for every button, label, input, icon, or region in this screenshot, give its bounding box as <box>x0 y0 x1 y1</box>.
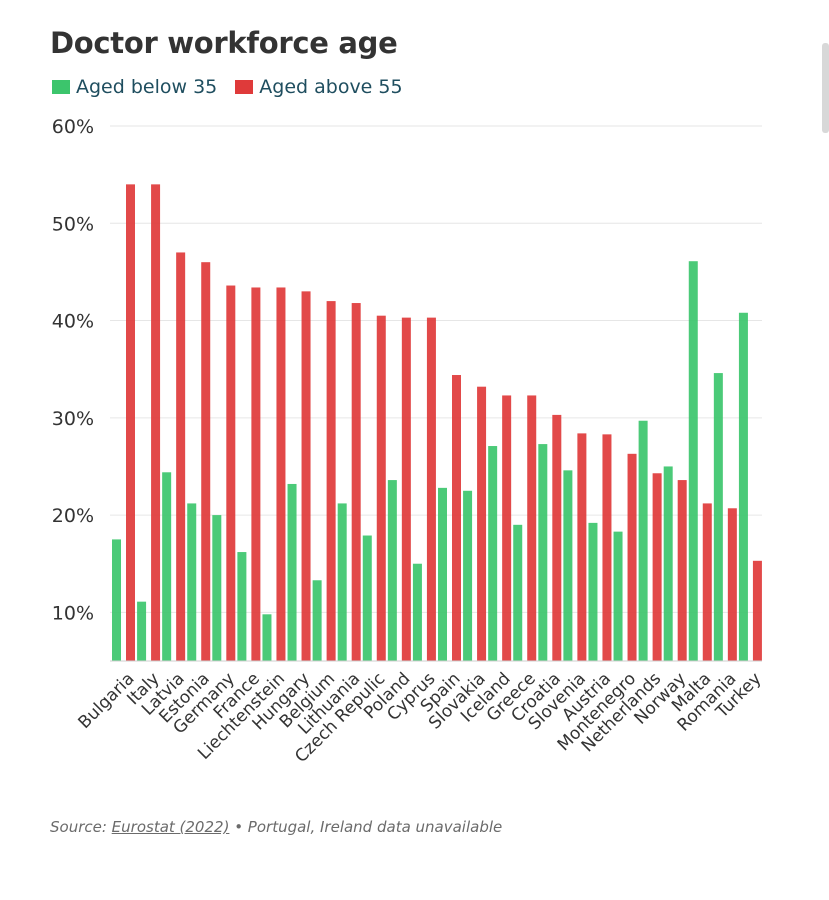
bar-above-55[interactable] <box>552 414 562 661</box>
bar-above-55[interactable] <box>251 287 261 661</box>
bar-above-55[interactable] <box>326 301 336 661</box>
bar-below-35[interactable] <box>362 535 372 661</box>
bar-above-55[interactable] <box>627 453 637 661</box>
chart-legend: Aged below 35 Aged above 55 <box>52 76 403 98</box>
bar-below-35[interactable] <box>688 261 698 661</box>
source-note: Source: Eurostat (2022) • Portugal, Irel… <box>50 818 502 836</box>
source-prefix: Source: <box>50 818 112 836</box>
bar-above-55[interactable] <box>376 315 386 661</box>
bar-below-35[interactable] <box>137 601 147 661</box>
legend-item-below[interactable]: Aged below 35 <box>52 76 217 98</box>
bar-chart: 10%20%30%40%50%60%BulgariaItalyLatviaEst… <box>52 116 766 767</box>
bar-below-35[interactable] <box>412 563 422 661</box>
bar-below-35[interactable] <box>563 470 573 661</box>
legend-swatch-below <box>52 80 70 94</box>
bar-above-55[interactable] <box>401 317 411 661</box>
bar-below-35[interactable] <box>212 515 222 661</box>
y-tick-label: 50% <box>52 213 94 235</box>
bar-above-55[interactable] <box>577 433 587 661</box>
bar-below-35[interactable] <box>387 480 397 661</box>
bar-below-35[interactable] <box>463 490 473 661</box>
legend-label-above: Aged above 55 <box>259 76 403 98</box>
bar-below-35[interactable] <box>513 524 523 661</box>
legend-swatch-above <box>235 80 254 94</box>
bar-above-55[interactable] <box>151 184 161 661</box>
bar-below-35[interactable] <box>237 552 247 661</box>
bar-above-55[interactable] <box>226 285 236 661</box>
bar-above-55[interactable] <box>276 287 286 661</box>
bar-below-35[interactable] <box>538 444 548 661</box>
legend-item-above[interactable]: Aged above 55 <box>235 76 403 98</box>
y-tick-label: 10% <box>52 602 94 624</box>
bar-above-55[interactable] <box>351 303 361 661</box>
bar-above-55[interactable] <box>426 317 436 661</box>
bar-above-55[interactable] <box>727 508 737 661</box>
chart-title: Doctor workforce age <box>50 26 398 60</box>
bar-below-35[interactable] <box>588 522 598 661</box>
bar-below-35[interactable] <box>738 312 748 661</box>
y-tick-label: 30% <box>52 408 94 430</box>
bar-above-55[interactable] <box>752 560 762 661</box>
bar-above-55[interactable] <box>452 375 461 661</box>
bar-below-35[interactable] <box>713 373 723 661</box>
bar-below-35[interactable] <box>488 446 498 661</box>
bar-below-35[interactable] <box>162 472 172 661</box>
bar-above-55[interactable] <box>652 473 662 661</box>
bar-above-55[interactable] <box>677 480 687 661</box>
bar-below-35[interactable] <box>638 420 648 661</box>
source-suffix: • Portugal, Ireland data unavailable <box>229 818 503 836</box>
bar-below-35[interactable] <box>337 503 347 661</box>
bar-above-55[interactable] <box>126 184 135 661</box>
bar-above-55[interactable] <box>201 262 211 661</box>
bar-below-35[interactable] <box>613 531 623 661</box>
y-tick-label: 60% <box>52 116 94 138</box>
source-link[interactable]: Eurostat (2022) <box>111 818 230 836</box>
bar-below-35[interactable] <box>187 503 197 661</box>
bar-below-35[interactable] <box>287 483 297 661</box>
bar-above-55[interactable] <box>702 503 712 661</box>
y-tick-label: 20% <box>52 505 94 527</box>
legend-label-below: Aged below 35 <box>76 76 218 98</box>
bar-above-55[interactable] <box>602 434 612 661</box>
bar-above-55[interactable] <box>527 395 537 661</box>
bar-above-55[interactable] <box>477 386 487 661</box>
bar-below-35[interactable] <box>312 580 322 661</box>
bar-above-55[interactable] <box>502 395 512 661</box>
bar-below-35[interactable] <box>112 539 121 661</box>
bar-above-55[interactable] <box>176 252 186 662</box>
bar-below-35[interactable] <box>262 614 272 661</box>
bar-below-35[interactable] <box>663 466 673 661</box>
bar-above-55[interactable] <box>301 291 311 661</box>
scrollbar-thumb[interactable] <box>822 43 829 133</box>
bar-below-35[interactable] <box>438 487 447 661</box>
y-tick-label: 40% <box>52 311 94 333</box>
